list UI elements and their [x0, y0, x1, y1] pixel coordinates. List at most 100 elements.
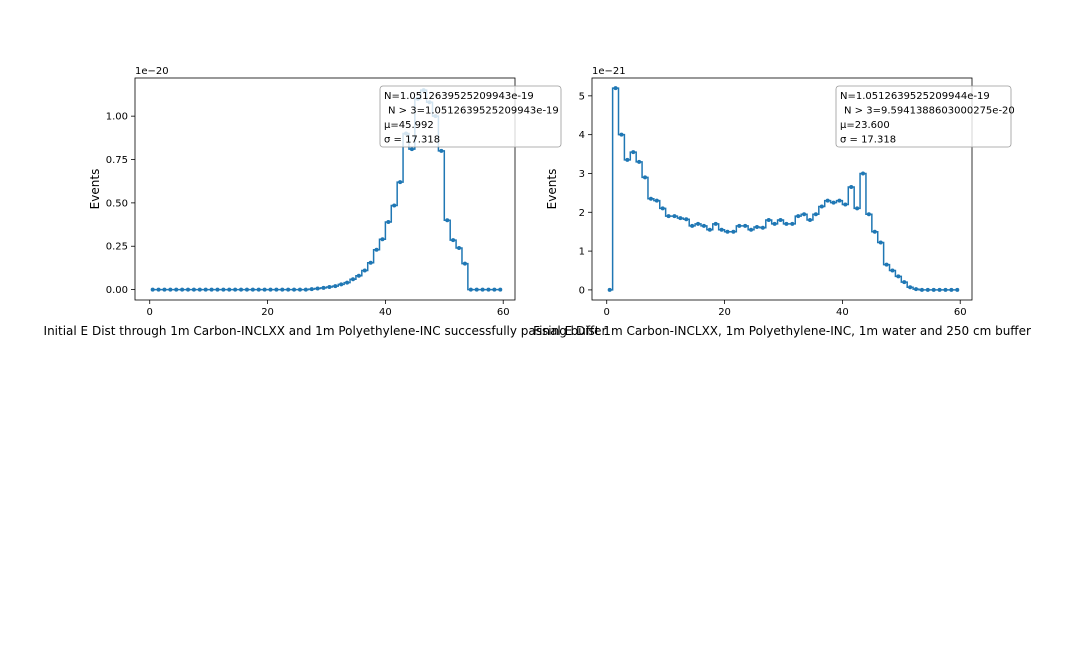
- stats-legend-box: [379, 85, 562, 148]
- data-point: [931, 287, 936, 292]
- y-offset-label: 1e−21: [592, 66, 626, 77]
- data-point: [696, 221, 701, 226]
- data-point: [943, 287, 948, 292]
- y-offset-label: 1e−20: [135, 66, 169, 77]
- data-point: [356, 273, 361, 278]
- stats-legend-line: N > 3=9.5941388603000275e-20: [844, 106, 1015, 117]
- data-point: [743, 223, 748, 228]
- data-point: [707, 227, 712, 232]
- data-point: [186, 287, 191, 292]
- data-point: [919, 287, 924, 292]
- data-point: [492, 287, 497, 292]
- data-point: [468, 287, 473, 292]
- data-point: [197, 287, 202, 292]
- x-tick-label: 0: [147, 307, 153, 318]
- data-point: [725, 229, 730, 234]
- data-point: [203, 287, 208, 292]
- data-point: [303, 287, 308, 292]
- stats-legend-line: μ=45.992: [384, 120, 434, 131]
- data-point: [648, 196, 653, 201]
- data-point: [749, 227, 754, 232]
- data-point: [925, 287, 930, 292]
- stats-legend-line: σ = 17.318: [384, 135, 440, 146]
- data-point: [362, 268, 367, 273]
- data-point: [256, 287, 261, 292]
- y-tick-label: 1.00: [106, 112, 128, 123]
- data-point: [766, 218, 771, 223]
- data-point: [280, 287, 285, 292]
- data-point: [333, 284, 338, 289]
- data-point: [631, 150, 636, 155]
- y-tick-label: 5: [579, 91, 585, 102]
- data-point: [498, 287, 503, 292]
- y-tick-label: 0: [579, 285, 585, 296]
- data-point: [374, 247, 379, 252]
- y-tick-label: 0.50: [106, 198, 128, 209]
- data-point: [613, 86, 618, 91]
- data-point: [191, 287, 196, 292]
- data-point: [297, 287, 302, 292]
- data-point: [637, 159, 642, 164]
- data-point: [666, 214, 671, 219]
- data-point: [760, 225, 765, 230]
- data-point: [772, 221, 777, 226]
- x-tick-label: 20: [718, 307, 731, 318]
- data-point: [398, 180, 403, 185]
- data-point: [268, 287, 273, 292]
- data-point: [244, 287, 249, 292]
- data-point: [445, 218, 450, 223]
- data-point: [778, 218, 783, 223]
- data-point: [274, 287, 279, 292]
- data-point: [350, 277, 355, 282]
- data-point: [713, 221, 718, 226]
- data-point: [262, 287, 267, 292]
- stats-legend-line: N > 3=1.0512639525209943e-19: [388, 106, 559, 117]
- data-point: [949, 287, 954, 292]
- data-point: [239, 287, 244, 292]
- data-point: [843, 202, 848, 207]
- data-point: [861, 171, 866, 176]
- data-point: [215, 287, 220, 292]
- data-point: [796, 214, 801, 219]
- x-tick-label: 40: [836, 307, 849, 318]
- stats-legend-line: σ = 17.318: [840, 135, 896, 146]
- data-point: [878, 240, 883, 245]
- data-point: [345, 280, 350, 285]
- data-point: [731, 229, 736, 234]
- plot-frame: [134, 77, 516, 301]
- data-point: [368, 260, 373, 265]
- x-tick-label: 60: [497, 307, 510, 318]
- data-point: [309, 287, 314, 292]
- data-point: [955, 287, 960, 292]
- stats-legend-line: N=1.0512639525209944e-19: [840, 91, 990, 102]
- data-point: [607, 287, 612, 292]
- data-point: [321, 285, 326, 290]
- y-tick-label: 0.25: [106, 242, 128, 253]
- x-tick-label: 20: [261, 307, 274, 318]
- data-point: [292, 287, 297, 292]
- data-point: [227, 287, 232, 292]
- data-point: [831, 200, 836, 205]
- data-point: [849, 185, 854, 190]
- data-point: [884, 262, 889, 267]
- stats-legend-box: [835, 85, 1012, 148]
- x-tick-label: 0: [604, 307, 610, 318]
- data-point: [174, 287, 179, 292]
- data-point: [180, 287, 185, 292]
- y-axis-label: Events: [88, 169, 102, 210]
- y-tick-label: 3: [579, 169, 585, 180]
- data-point: [672, 214, 677, 219]
- y-tick-label: 0.00: [106, 285, 128, 296]
- data-point: [902, 280, 907, 285]
- plot-1: 0 20 40 600.000.250.500.751.001e−20EventsIn…: [44, 66, 607, 338]
- y-tick-label: 4: [579, 130, 585, 141]
- x-axis-label: Final E Dist 1m Carbon-INCLXX, 1m Polyet…: [533, 324, 1031, 338]
- data-point: [233, 287, 238, 292]
- data-point: [784, 221, 789, 226]
- data-point: [937, 287, 942, 292]
- data-point: [684, 217, 689, 222]
- data-point: [790, 221, 795, 226]
- x-tick-label: 40: [379, 307, 392, 318]
- data-point: [439, 148, 444, 153]
- data-point: [754, 225, 759, 230]
